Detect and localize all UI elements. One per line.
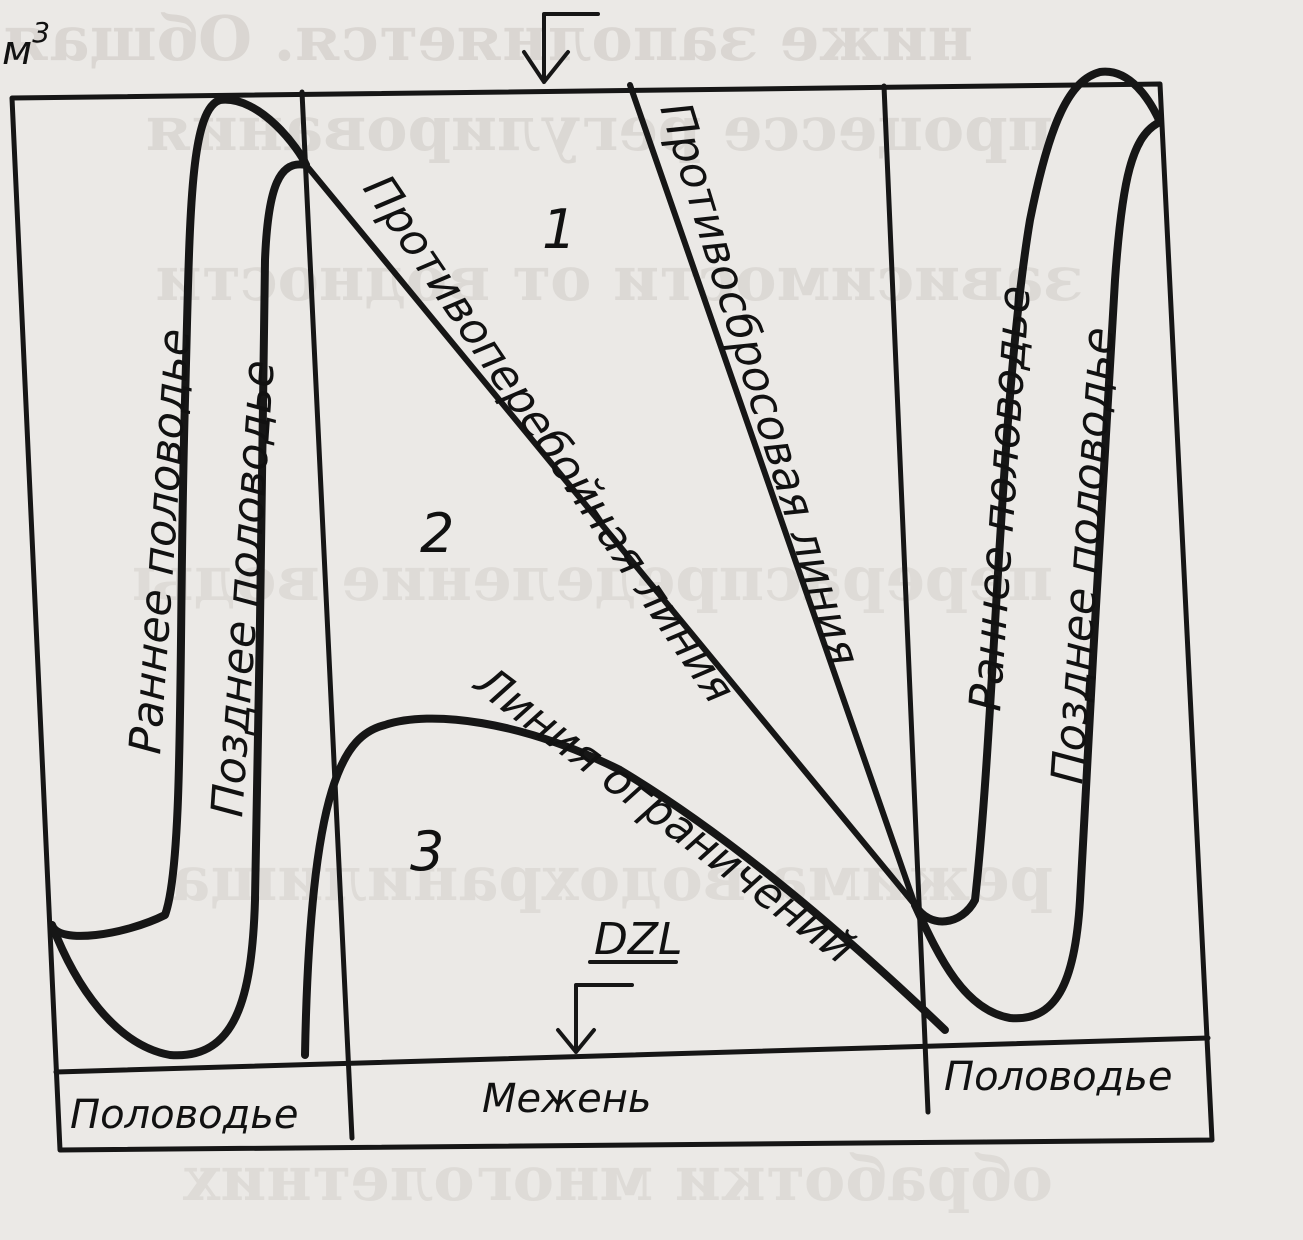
zone-number: 3	[410, 820, 444, 883]
dzl-label: DZL	[594, 914, 683, 965]
svg-text:обработки многолетних: обработки многолетних	[182, 1142, 1053, 1215]
zone-number: 2	[420, 502, 454, 565]
restriction-line	[301, 714, 949, 1059]
late-flood-right-label: Позднее половодье	[1042, 326, 1125, 786]
anti-overflow-line	[303, 162, 918, 908]
zone-number: 1	[542, 198, 576, 261]
season-bar-line	[53, 1035, 1211, 1075]
curve-late-flood-right	[911, 118, 1164, 1023]
dzl-arrow-icon	[556, 983, 634, 1054]
svg-text:перераспределение воды: перераспределение воды	[132, 542, 1053, 615]
chart-frame	[9, 81, 1215, 1153]
curve-early-flood-left	[48, 95, 310, 940]
boundary-right	[881, 83, 931, 1115]
boundary-left	[299, 89, 355, 1141]
svg-text:зависимости от водности: зависимости от водности	[156, 242, 1084, 315]
anti-discharge-line	[627, 82, 918, 908]
top-arrow-icon	[522, 12, 600, 84]
early-flood-right-label: Раннее половодье	[960, 284, 1041, 713]
season-label: Половодье	[70, 1092, 298, 1138]
curve-late-flood-left	[48, 160, 310, 1060]
unit-label: м3	[2, 16, 50, 74]
svg-text:ниже заполняется. Общая: ниже заполняется. Общая	[4, 2, 973, 75]
season-label: Межень	[482, 1076, 652, 1122]
curve-early-flood-right	[911, 67, 1164, 926]
season-label: Половодье	[944, 1054, 1172, 1100]
